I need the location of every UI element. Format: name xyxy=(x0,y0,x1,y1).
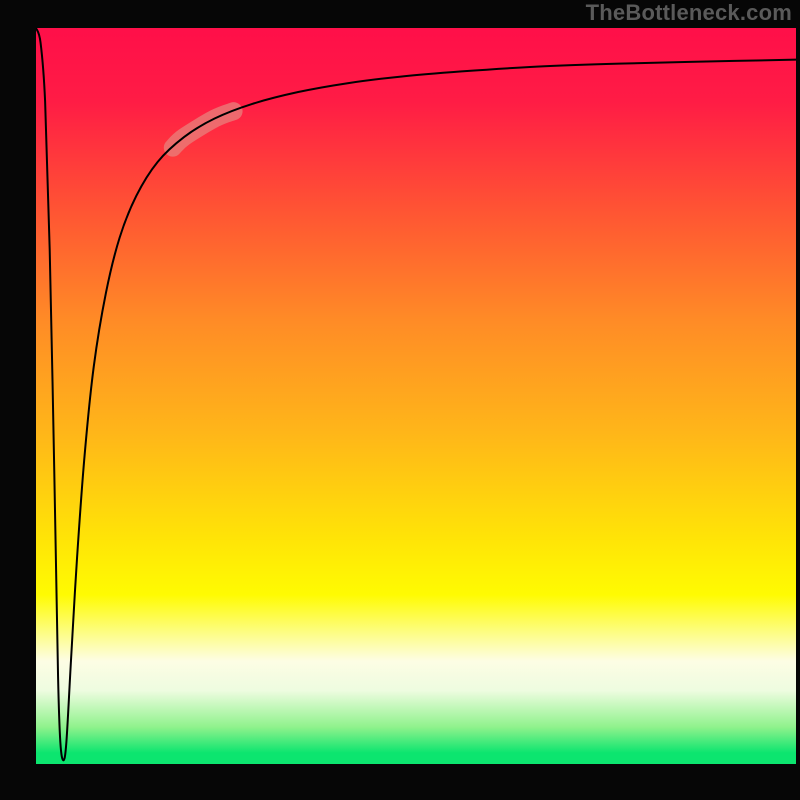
watermark-text: TheBottleneck.com xyxy=(586,0,792,26)
plot-background xyxy=(36,28,796,764)
axis-border-bottom xyxy=(0,764,800,800)
axis-border-left xyxy=(0,0,36,800)
bottleneck-chart xyxy=(0,0,800,800)
page-root: TheBottleneck.com xyxy=(0,0,800,800)
axis-border-right xyxy=(796,0,800,800)
